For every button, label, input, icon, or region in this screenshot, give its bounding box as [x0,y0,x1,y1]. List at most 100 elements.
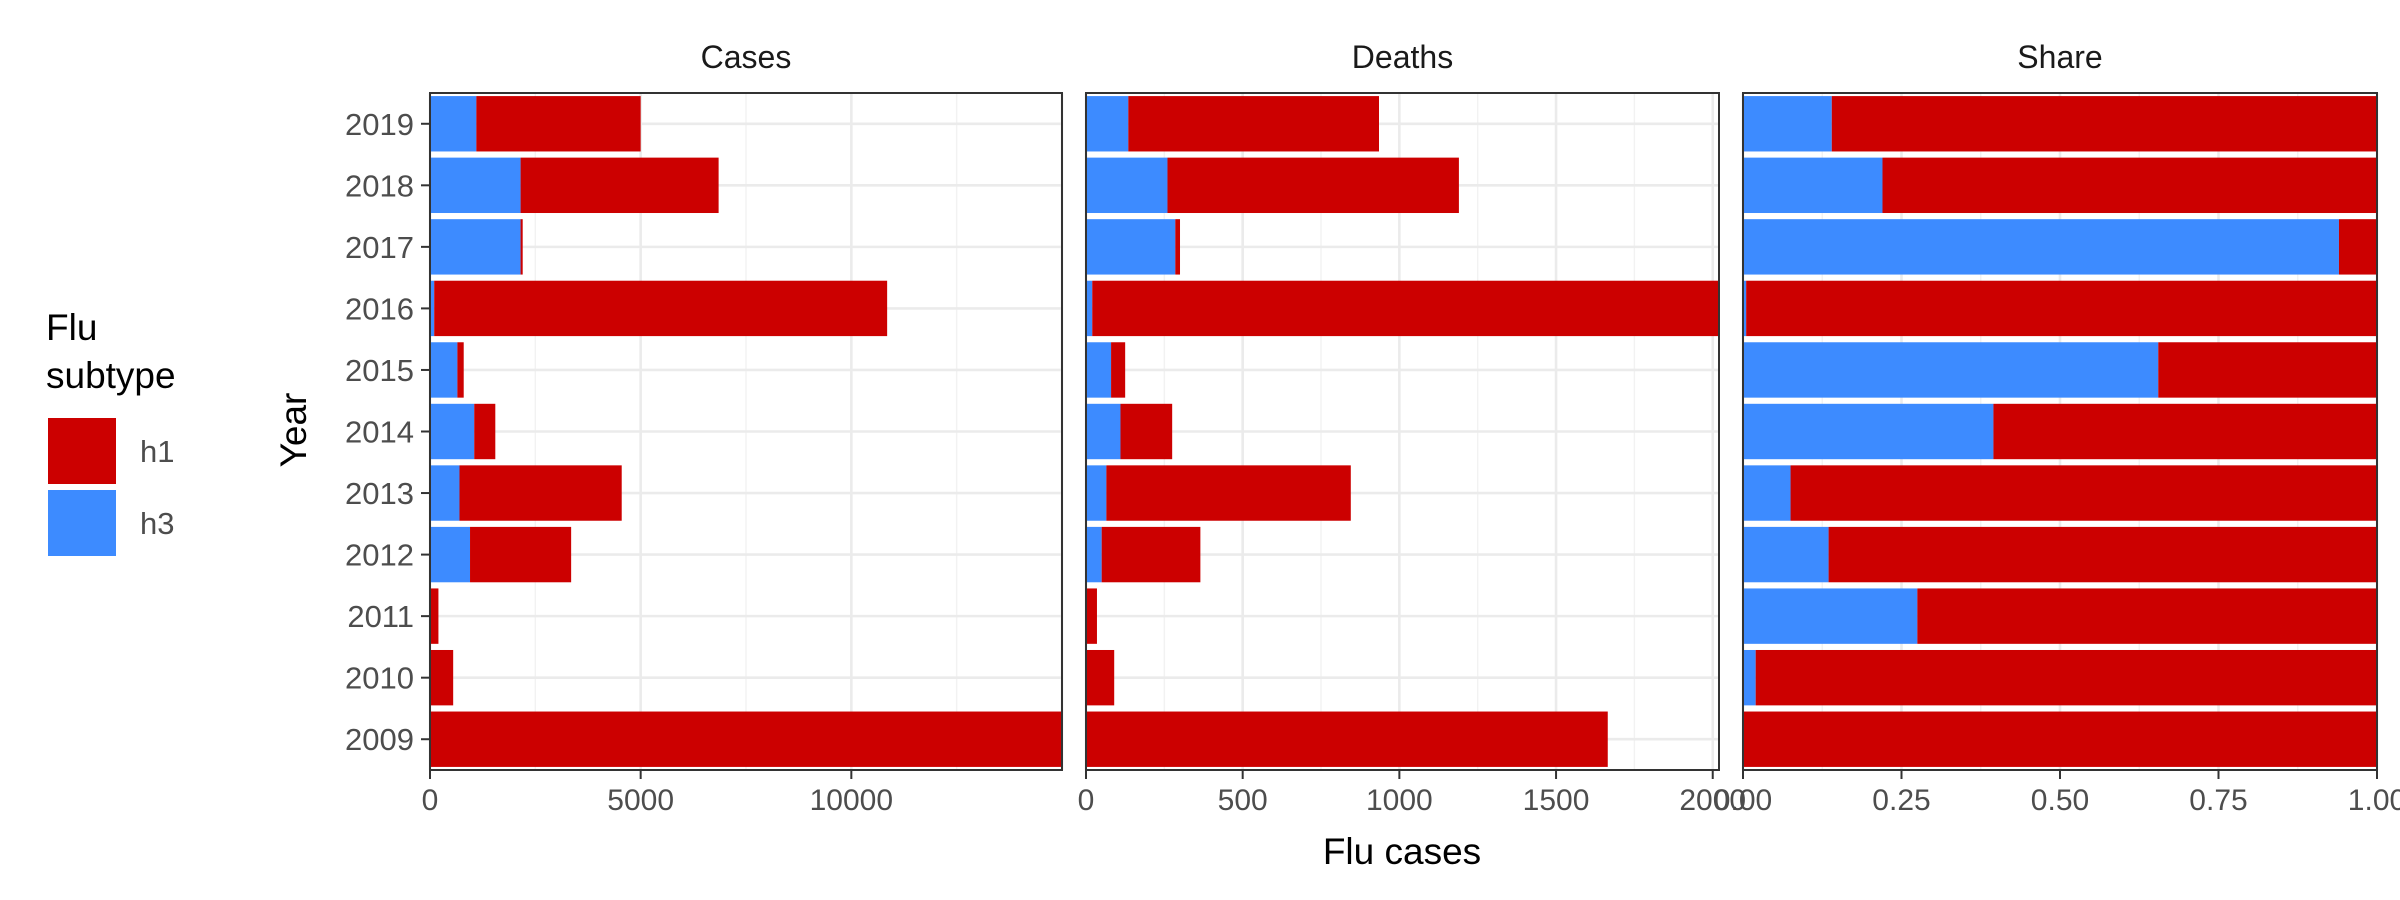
bar-h1-2017 [2338,219,2377,275]
bar-h1-2009 [430,711,1062,767]
bar-h1-2017 [520,219,523,275]
panel-bars [430,96,1062,767]
bar-h3-2014 [1743,403,1994,460]
bar-h3-2013 [1086,465,1107,521]
bar-h1-2018 [520,157,719,214]
panel-cases: Cases 0 5000 10000 [422,39,1064,817]
bar-h1-2011 [430,588,439,644]
bar-h1-2015 [1111,342,1126,398]
legend-label-h3: h3 [140,506,174,541]
bar-h3-2019 [1086,96,1129,152]
x-tick-label: 10000 [810,784,893,817]
bar-h1-2019 [476,96,641,152]
panel-bars [1743,96,2377,767]
bar-h1-2018 [1882,157,2377,214]
bar-h1-2013 [1790,465,2377,521]
bar-h1-2016 [434,280,888,337]
panel-title: Cases [701,39,792,75]
bar-h1-2018 [1167,157,1459,214]
bar-h3-2015 [430,342,458,398]
year-axis-labels: 2009 2010 2011 2012 2013 2014 2015 2016 2017 2018… [345,107,430,757]
bar-h3-2014 [430,403,475,460]
bar-h3-2019 [1743,96,1832,152]
legend-title: Flu subtype [46,307,176,396]
bar-h3-2015 [1743,342,2159,398]
bar-h1-2011 [1917,588,2377,644]
bar-h3-2013 [430,465,460,521]
bar-h1-2016 [1092,280,1719,337]
panel-bars [1086,96,1719,767]
legend: Flu subtype h1 h3 [46,307,176,556]
y-tick-label: 2018 [345,168,414,203]
y-tick-label: 2016 [345,291,414,326]
bar-h1-2015 [2158,342,2377,398]
bar-h1-2012 [1101,526,1201,583]
y-tick-label: 2015 [345,353,414,388]
bar-h1-2012 [1828,526,2377,583]
bar-h3-2017 [430,219,521,275]
panel-title: Share [2017,39,2102,75]
y-tick-label: 2011 [347,599,414,634]
bar-h3-2010 [1743,649,1756,706]
bar-h1-2012 [470,526,572,583]
x-tick-label: 0.50 [2031,784,2089,817]
bar-h3-2016 [1086,280,1093,337]
bar-h3-2018 [430,157,521,214]
bar-h1-2019 [1831,96,2377,152]
legend-key-h1 [48,418,116,484]
panel-title: Deaths [1352,39,1453,75]
x-axis-title: Flu cases [1323,831,1481,872]
bar-h1-2015 [457,342,464,398]
bar-h3-2013 [1743,465,1791,521]
y-tick-label: 2010 [345,661,414,696]
y-tick-label: 2019 [345,107,414,142]
bar-h3-2012 [1743,526,1829,583]
y-tick-label: 2014 [345,415,414,450]
y-tick-label: 2012 [345,538,414,573]
panel-deaths: Deaths 0 500 1000 1500 2000 [1078,39,1746,817]
bar-h1-2010 [1086,649,1115,706]
bar-h1-2010 [1755,649,2377,706]
bar-h3-2012 [430,526,471,583]
x-tick-label: 0 [1078,784,1095,817]
y-tick-label: 2017 [345,230,414,265]
y-tick-label: 2009 [345,722,414,757]
bar-h1-2013 [1106,465,1351,521]
x-tick-label: 0.75 [2189,784,2247,817]
bar-h3-2016 [430,280,435,337]
bar-h3-2017 [1086,219,1176,275]
bar-h3-2015 [1086,342,1112,398]
bar-h1-2014 [474,403,496,460]
bar-h3-2014 [1086,403,1121,460]
bar-h3-2018 [1743,157,1883,214]
bar-h3-2012 [1086,526,1102,583]
panel-share: Share 0.00 0.25 0.50 0.75 1.00 [1714,39,2400,817]
x-tick-label: 1000 [1366,784,1433,817]
x-tick-label: 5000 [607,784,674,817]
bar-h1-2009 [1743,711,2377,767]
x-tick-label: 2000 [1679,784,1746,817]
legend-key-h3 [48,490,116,556]
x-axis-ticks: 0 5000 10000 [422,770,893,817]
bar-h3-2016 [1743,280,1747,337]
bar-h3-2018 [1086,157,1168,214]
legend-label-h1: h1 [140,434,174,469]
bar-h1-2014 [1120,403,1173,460]
x-tick-label: 1500 [1523,784,1590,817]
x-tick-label: 0.00 [1714,784,1772,817]
bar-h1-2009 [1086,711,1608,767]
bar-h1-2010 [430,649,454,706]
bar-h1-2019 [1128,96,1379,152]
panel-border [1085,92,1720,771]
bar-h3-2011 [1743,588,1918,644]
bar-h3-2017 [1743,219,2339,275]
x-axis-ticks: 0 500 1000 1500 2000 [1078,770,1746,817]
x-tick-label: 0 [422,784,439,817]
bar-h1-2014 [1993,403,2377,460]
x-axis-ticks: 0.00 0.25 0.50 0.75 1.00 [1714,770,2400,817]
bar-h1-2013 [459,465,622,521]
bar-h3-2019 [430,96,477,152]
x-tick-label: 1.00 [2348,784,2400,817]
